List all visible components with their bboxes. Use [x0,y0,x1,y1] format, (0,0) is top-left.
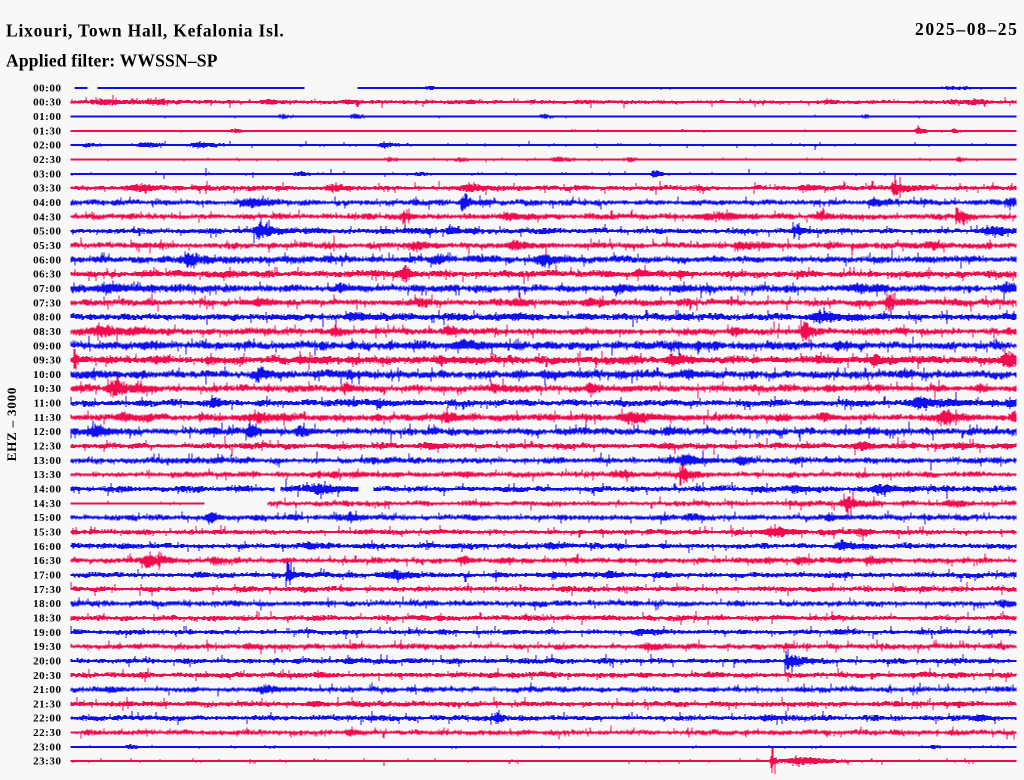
svg-text:08:00: 08:00 [33,312,61,324]
svg-text:01:30: 01:30 [33,125,61,137]
svg-text:10:00: 10:00 [33,369,61,381]
svg-text:14:00: 14:00 [33,484,61,496]
svg-text:08:30: 08:30 [33,326,61,338]
svg-text:01:00: 01:00 [33,111,61,123]
svg-text:18:30: 18:30 [33,613,61,625]
svg-text:14:30: 14:30 [33,498,61,510]
svg-text:EHZ – 3000: EHZ – 3000 [4,387,19,461]
svg-text:Applied filter: WWSSN–SP: Applied filter: WWSSN–SP [6,51,218,71]
svg-text:16:30: 16:30 [33,555,61,567]
svg-text:19:30: 19:30 [33,641,61,653]
svg-text:22:00: 22:00 [33,713,61,725]
svg-text:13:00: 13:00 [33,455,61,467]
svg-text:20:00: 20:00 [33,655,61,667]
svg-text:03:30: 03:30 [33,183,61,195]
svg-text:19:00: 19:00 [33,627,61,639]
svg-text:00:00: 00:00 [33,82,61,94]
svg-text:09:00: 09:00 [33,340,61,352]
svg-text:Lixouri, Town Hall, Kefalonia: Lixouri, Town Hall, Kefalonia Isl. [6,21,285,41]
svg-text:20:30: 20:30 [33,670,61,682]
svg-text:12:30: 12:30 [33,441,61,453]
svg-text:15:30: 15:30 [33,527,61,539]
svg-text:11:30: 11:30 [34,412,62,424]
svg-text:17:00: 17:00 [33,570,61,582]
svg-text:23:30: 23:30 [33,756,61,768]
svg-text:11:00: 11:00 [34,398,62,410]
svg-text:21:30: 21:30 [33,698,61,710]
svg-text:10:30: 10:30 [33,383,61,395]
svg-text:07:30: 07:30 [33,297,61,309]
svg-text:07:00: 07:00 [33,283,61,295]
svg-text:21:00: 21:00 [33,684,61,696]
svg-text:23:00: 23:00 [33,741,61,753]
svg-text:05:30: 05:30 [33,240,61,252]
svg-text:13:30: 13:30 [33,469,61,481]
svg-text:02:00: 02:00 [33,140,61,152]
svg-text:03:00: 03:00 [33,168,61,180]
svg-text:02:30: 02:30 [33,154,61,166]
svg-text:17:30: 17:30 [33,584,61,596]
svg-text:18:00: 18:00 [33,598,61,610]
svg-text:06:00: 06:00 [33,254,61,266]
svg-text:22:30: 22:30 [33,727,61,739]
svg-text:09:30: 09:30 [33,355,61,367]
svg-text:06:30: 06:30 [33,269,61,281]
svg-text:05:00: 05:00 [33,226,61,238]
svg-text:15:00: 15:00 [33,512,61,524]
svg-text:04:30: 04:30 [33,211,61,223]
svg-text:16:00: 16:00 [33,541,61,553]
svg-text:00:30: 00:30 [33,97,61,109]
svg-text:12:00: 12:00 [33,426,61,438]
svg-text:04:00: 04:00 [33,197,61,209]
svg-text:2025–08–25: 2025–08–25 [915,19,1019,39]
